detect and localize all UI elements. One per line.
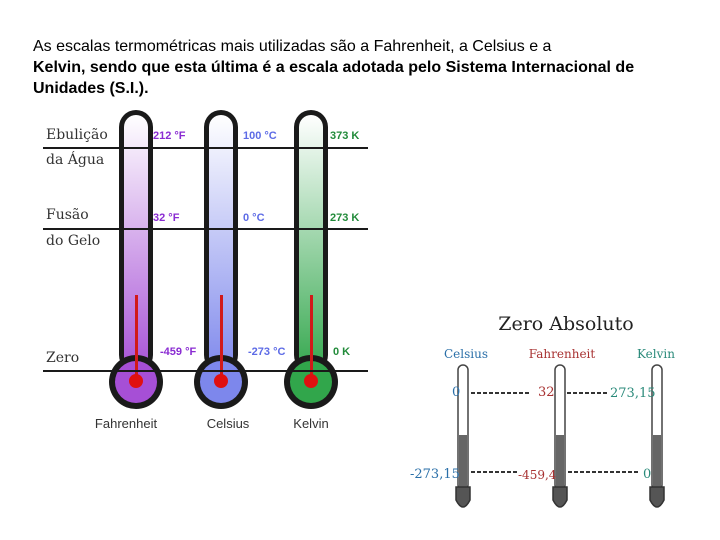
label-freezing-2: do Gelo bbox=[46, 233, 100, 249]
bottom-value-fahrenheit: -459,4 bbox=[518, 468, 557, 482]
small-thermometer-celsius bbox=[455, 364, 471, 508]
thermometer-fahrenheit bbox=[109, 110, 163, 409]
fahrenheit-boil-value: 212 °F bbox=[153, 130, 186, 142]
top-value-kelvin: 273,15 bbox=[610, 386, 656, 401]
kelvin-boil-value: 373 K bbox=[330, 130, 359, 142]
label-boiling-2: da Água bbox=[46, 150, 104, 168]
small-thermometer-kelvin bbox=[649, 364, 665, 508]
thermometer-kelvin bbox=[284, 110, 338, 409]
fahrenheit-freeze-value: 32 °F bbox=[153, 212, 180, 224]
header-kelvin: Kelvin bbox=[637, 347, 675, 361]
thermometer-celsius bbox=[194, 110, 248, 409]
bottom-value-kelvin: 0 bbox=[643, 467, 651, 482]
celsius-zero-value: -273 °C bbox=[248, 346, 285, 358]
thermometer-name-fahrenheit: Fahrenheit bbox=[95, 416, 158, 431]
header-celsius: Celsius bbox=[444, 347, 488, 361]
label-zero: Zero bbox=[46, 350, 79, 366]
top-value-celsius: 0 bbox=[452, 385, 460, 400]
intro-line-normal: As escalas termométricas mais utilizadas… bbox=[33, 38, 552, 55]
intro-paragraph: As escalas termométricas mais utilizadas… bbox=[33, 36, 673, 99]
fahrenheit-zero-value: -459 °F bbox=[160, 346, 196, 358]
figure-zero-absoluto: Zero Absoluto Celsius Fahrenheit Kelvin … bbox=[410, 313, 675, 508]
celsius-freeze-value: 0 °C bbox=[243, 212, 265, 224]
celsius-boil-value: 100 °C bbox=[243, 130, 277, 142]
top-value-fahrenheit: 32 bbox=[538, 385, 555, 400]
thermometer-name-kelvin: Kelvin bbox=[293, 416, 328, 431]
small-thermometer-fahrenheit bbox=[552, 364, 568, 508]
zero-absoluto-title: Zero Absoluto bbox=[498, 313, 633, 335]
label-boiling-1: Ebulição bbox=[46, 127, 108, 143]
kelvin-freeze-value: 273 K bbox=[330, 212, 359, 224]
figure-thermometers: Ebulição da Água Fusão do Gelo Zero 212 … bbox=[43, 110, 368, 431]
intro-line-bold: Kelvin, sendo que esta última é a escala… bbox=[33, 59, 635, 97]
thermometer-name-celsius: Celsius bbox=[207, 416, 250, 431]
header-fahrenheit: Fahrenheit bbox=[529, 347, 596, 361]
kelvin-zero-value: 0 K bbox=[333, 346, 350, 358]
bottom-value-celsius: -273,15 bbox=[410, 467, 460, 482]
label-freezing-1: Fusão bbox=[46, 207, 89, 223]
